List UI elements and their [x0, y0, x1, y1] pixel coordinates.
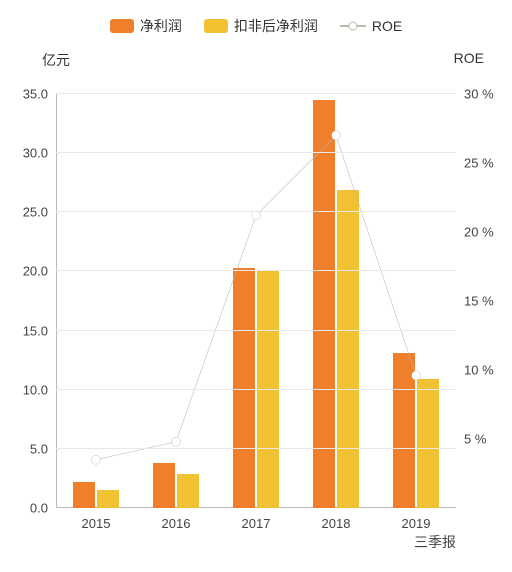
x-tick-label: 2018 — [322, 508, 351, 531]
plot-area: 0.05.010.015.020.025.030.035.05 %10 %15 … — [56, 94, 456, 508]
grid-line — [56, 448, 456, 449]
y-right-tick: 5 % — [456, 432, 486, 447]
y-left-title: 亿元 — [42, 50, 70, 70]
y-left-tick: 5.0 — [30, 441, 56, 456]
legend-swatch-bar1 — [110, 19, 134, 33]
y-right-title: ROE — [454, 50, 484, 70]
x-tick-label: 2019 — [402, 508, 431, 531]
grid-line — [56, 211, 456, 212]
chart-container: 净利润 扣非后净利润 ROE 亿元 ROE 0.05.010.015.020.0… — [0, 0, 512, 572]
legend-item-bar2: 扣非后净利润 — [204, 16, 318, 36]
legend: 净利润 扣非后净利润 ROE — [0, 0, 512, 36]
legend-swatch-bar2 — [204, 19, 228, 33]
roe-line — [96, 135, 416, 459]
y-left-tick: 10.0 — [23, 382, 56, 397]
y-left-tick: 15.0 — [23, 323, 56, 338]
y-left-tick: 30.0 — [23, 146, 56, 161]
grid-line — [56, 152, 456, 153]
legend-item-line: ROE — [340, 18, 402, 34]
x-tick-label: 2015 — [82, 508, 111, 531]
legend-label-line: ROE — [372, 18, 402, 34]
roe-marker — [412, 371, 421, 380]
grid-line — [56, 330, 456, 331]
y-left-tick: 25.0 — [23, 205, 56, 220]
legend-label-bar2: 扣非后净利润 — [234, 16, 318, 36]
grid-line — [56, 93, 456, 94]
y-right-tick: 30 % — [456, 87, 494, 102]
roe-marker — [92, 455, 101, 464]
x-sublabel: 三季报 — [414, 532, 456, 552]
axis-titles: 亿元 ROE — [0, 36, 512, 70]
x-tick-label: 2017 — [242, 508, 271, 531]
x-tick-label: 2016 — [162, 508, 191, 531]
legend-item-bar1: 净利润 — [110, 16, 182, 36]
y-left-tick: 0.0 — [30, 501, 56, 516]
legend-line-icon — [340, 25, 366, 27]
y-right-tick: 10 % — [456, 363, 494, 378]
line-layer — [56, 94, 456, 508]
y-right-tick: 25 % — [456, 156, 494, 171]
grid-line — [56, 270, 456, 271]
grid-line — [56, 389, 456, 390]
y-right-tick: 20 % — [456, 225, 494, 240]
y-left-tick: 20.0 — [23, 264, 56, 279]
y-right-tick: 15 % — [456, 294, 494, 309]
roe-marker — [332, 131, 341, 140]
y-left-tick: 35.0 — [23, 87, 56, 102]
legend-label-bar1: 净利润 — [140, 16, 182, 36]
roe-marker — [172, 437, 181, 446]
